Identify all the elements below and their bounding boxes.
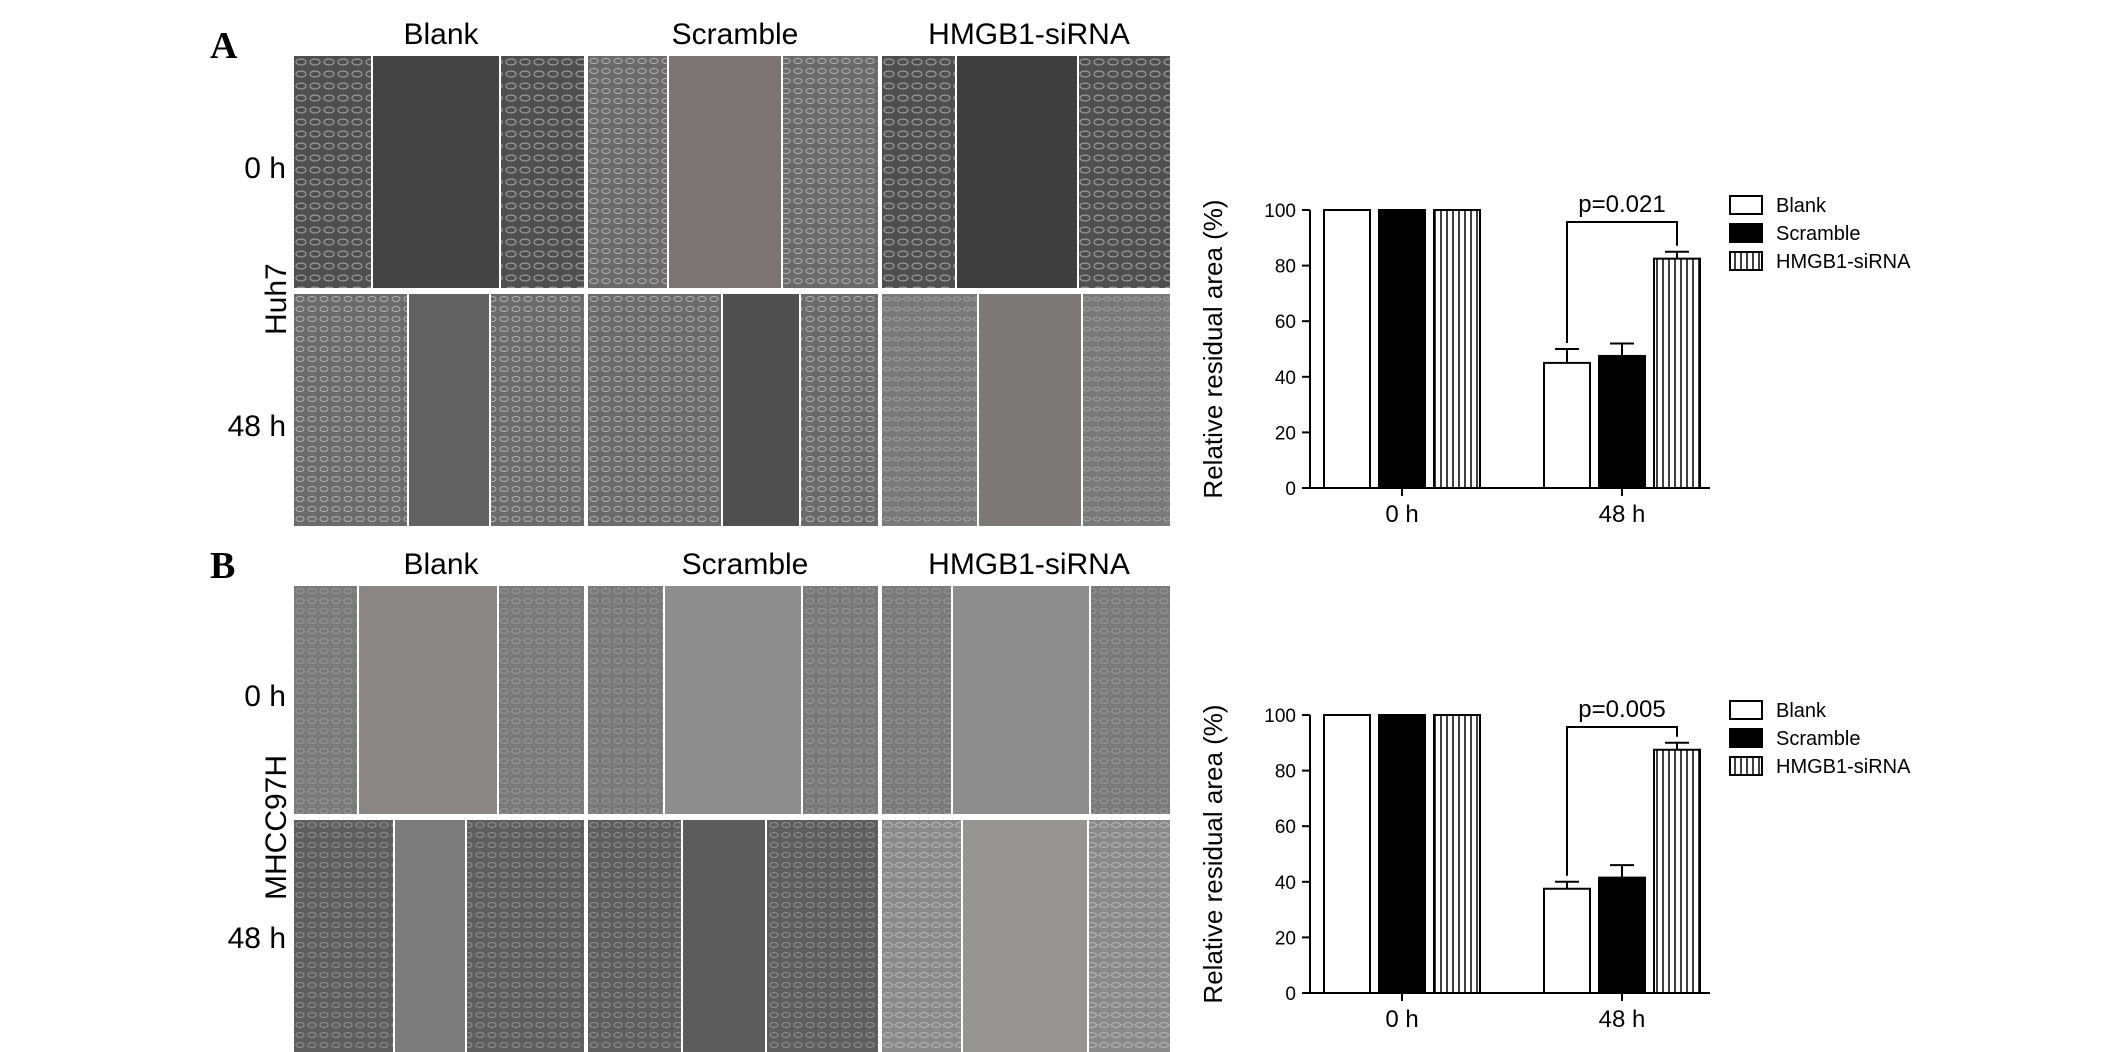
row-label-0h-b: 0 h [244, 680, 286, 713]
legend-swatch [1729, 223, 1763, 243]
p-value-annotation: p=0.005 [1578, 696, 1665, 723]
y-tick-label: 0 [1285, 984, 1296, 1005]
y-tick-label: 60 [1275, 817, 1296, 838]
x-tick-label: 48 h [1599, 1006, 1646, 1033]
image-blank-0h [294, 56, 584, 288]
significance-bracket [1566, 221, 1678, 343]
y-axis-label: Relative residual area (%) [1198, 704, 1228, 1003]
bar-scramble-0 [1378, 714, 1426, 994]
bar-scramble-1 [1598, 876, 1646, 995]
image-blank-0h-b [294, 586, 584, 814]
image-hmgb1-48h-b [882, 820, 1170, 1052]
legend-swatch [1729, 251, 1763, 271]
bar-blank-0 [1323, 714, 1371, 994]
image-scramble-48h [588, 294, 878, 526]
y-tick-label: 80 [1275, 257, 1296, 278]
y-tick-label: 60 [1275, 312, 1296, 333]
y-tick-label: 100 [1264, 706, 1296, 727]
y-axis-label: Relative residual area (%) [1198, 199, 1228, 498]
legend-label: Scramble [1776, 728, 1860, 750]
y-tick-label: 20 [1275, 928, 1296, 949]
y-tick-label: 100 [1264, 201, 1296, 222]
image-blank-48h-b [294, 820, 584, 1052]
significance-bracket [1566, 726, 1678, 876]
bar-hmgb1-sirna-1 [1653, 748, 1701, 994]
y-tick-label: 0 [1285, 479, 1296, 500]
bar-chart-mhcc97h: Relative residual area (%) 0 20 40 60 80 100 0 … [1198, 696, 1911, 1033]
panel-letter-a: A [210, 25, 238, 67]
legend-label: Blank [1776, 195, 1827, 217]
y-tick-label: 20 [1275, 423, 1296, 444]
image-hmgb1-48h [882, 294, 1170, 526]
bar-blank-1 [1543, 887, 1591, 994]
row-label-48h: 48 h [227, 410, 286, 443]
image-hmgb1-0h [882, 56, 1170, 288]
legend-swatch [1729, 728, 1763, 748]
p-value-annotation: p=0.021 [1578, 191, 1665, 218]
cell-line-label: Huh7 [260, 263, 293, 335]
x-tick-label: 0 h [1385, 1006, 1418, 1033]
bar-scramble-0 [1378, 209, 1426, 489]
image-scramble-0h [588, 56, 878, 288]
bar-blank-0 [1323, 209, 1371, 489]
cell-line-label-b: MHCC97H [260, 754, 293, 900]
x-tick-label: 48 h [1599, 501, 1646, 528]
y-tick-label: 80 [1275, 762, 1296, 783]
column-label-hmgb1-sirna: HMGB1-siRNA [928, 18, 1130, 51]
legend-label: Blank [1776, 700, 1827, 722]
bar-hmgb1-sirna-0 [1433, 714, 1481, 994]
bar-blank-1 [1543, 361, 1591, 489]
legend-swatch [1729, 700, 1763, 720]
image-scramble-48h-b [588, 820, 878, 1052]
bar-hmgb1-sirna-1 [1653, 257, 1701, 490]
row-label-0h: 0 h [244, 152, 286, 185]
y-tick-label: 40 [1275, 873, 1296, 894]
y-tick-label: 40 [1275, 368, 1296, 389]
legend-label: HMGB1-siRNA [1776, 756, 1911, 778]
column-label-blank: Blank [403, 18, 479, 51]
row-label-48h-b: 48 h [227, 922, 286, 955]
legend-swatch [1729, 195, 1763, 215]
column-label-scramble: Scramble [671, 18, 799, 51]
panel-letter-b: B [210, 545, 236, 587]
column-label-blank-b: Blank [403, 548, 479, 581]
legend-label: Scramble [1776, 223, 1860, 245]
legend-label: HMGB1-siRNA [1776, 251, 1911, 273]
micrograph-grid-a [294, 56, 1170, 526]
micrograph-grid-b [294, 586, 1170, 1052]
x-tick-label: 0 h [1385, 501, 1418, 528]
column-label-scramble-b: Scramble [681, 548, 809, 581]
image-scramble-0h-b [588, 586, 878, 814]
column-label-hmgb1-sirna-b: HMGB1-siRNA [928, 548, 1130, 581]
image-hmgb1-0h-b [882, 586, 1170, 814]
bar-scramble-1 [1598, 354, 1646, 489]
bar-hmgb1-sirna-0 [1433, 209, 1481, 489]
image-blank-48h [294, 294, 584, 526]
bar-chart-huh7: Relative residual area (%) 0 20 40 60 80 100 0 … [1198, 191, 1911, 528]
legend-swatch [1729, 756, 1763, 776]
